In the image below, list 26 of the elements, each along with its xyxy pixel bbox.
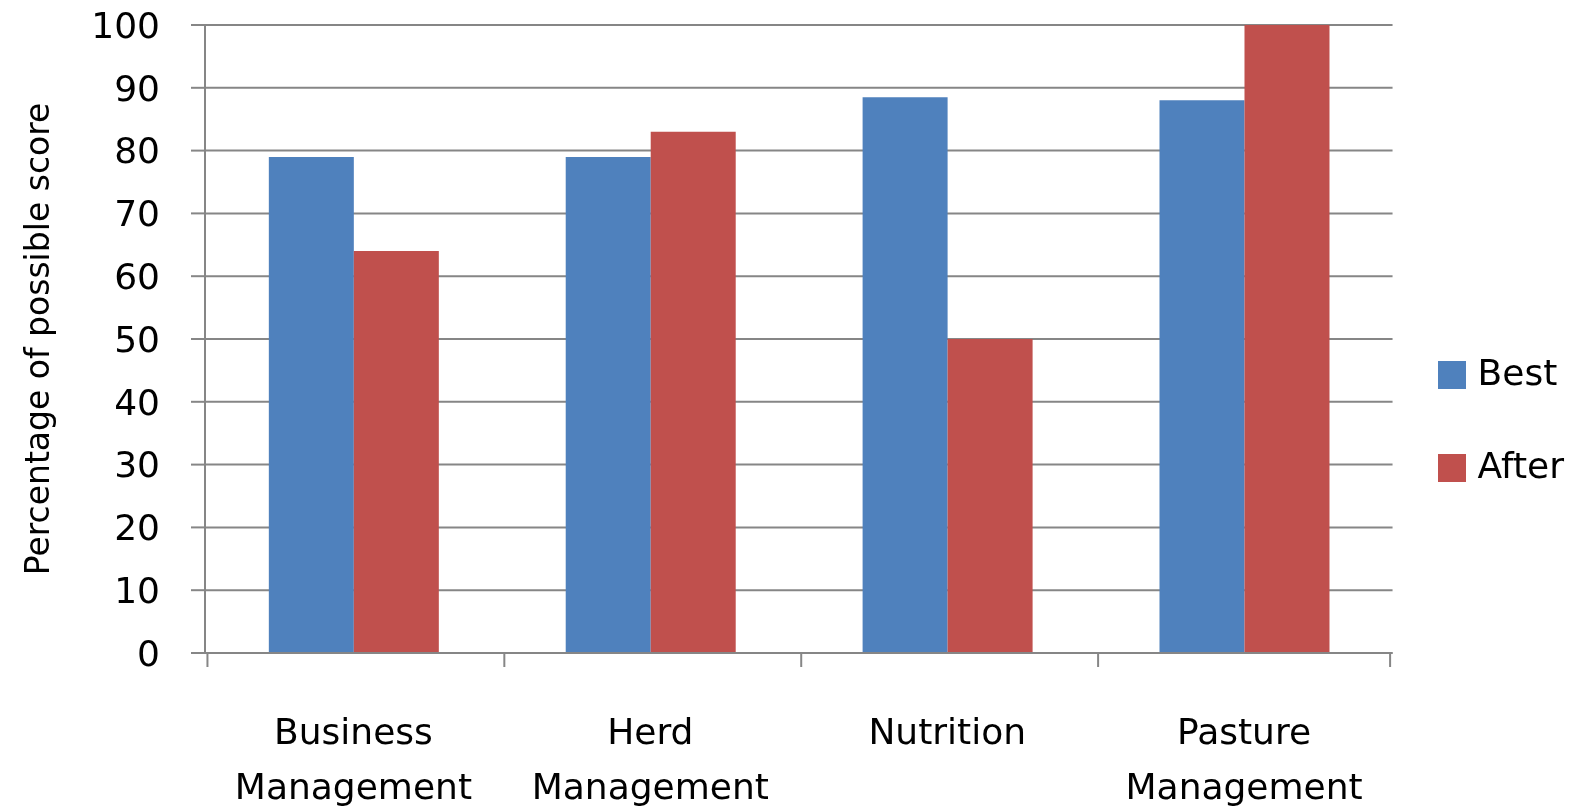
y-tick-label: 10 bbox=[114, 569, 160, 611]
y-tick-label: 30 bbox=[114, 444, 160, 486]
y-axis-title: Percentage of possible score bbox=[17, 102, 57, 576]
legend-label: After bbox=[1477, 444, 1564, 486]
y-tick-label: 60 bbox=[114, 255, 160, 297]
y-tick-label: 50 bbox=[114, 318, 160, 360]
y-tick-label: 90 bbox=[114, 67, 160, 109]
bar bbox=[947, 339, 1033, 653]
bar bbox=[353, 251, 439, 653]
bar bbox=[1159, 100, 1245, 653]
x-tick-label: Herd Management bbox=[531, 711, 769, 807]
x-tick-label: Pasture Management bbox=[1125, 711, 1363, 807]
bar bbox=[1244, 25, 1330, 653]
y-tick-label: 40 bbox=[114, 381, 160, 423]
bar bbox=[862, 97, 948, 653]
y-tick-label: 80 bbox=[114, 130, 160, 172]
bar bbox=[650, 131, 736, 653]
bar bbox=[565, 156, 651, 653]
y-tick-label: 20 bbox=[114, 507, 160, 549]
y-tick-label: 100 bbox=[91, 4, 160, 46]
y-tick-label: 0 bbox=[137, 632, 160, 674]
x-tick-label: Business Management bbox=[234, 711, 473, 807]
bar bbox=[268, 156, 354, 653]
y-tick-label: 70 bbox=[114, 193, 160, 235]
legend-label: Best bbox=[1477, 351, 1558, 393]
x-tick-label: Nutrition bbox=[868, 711, 1027, 752]
